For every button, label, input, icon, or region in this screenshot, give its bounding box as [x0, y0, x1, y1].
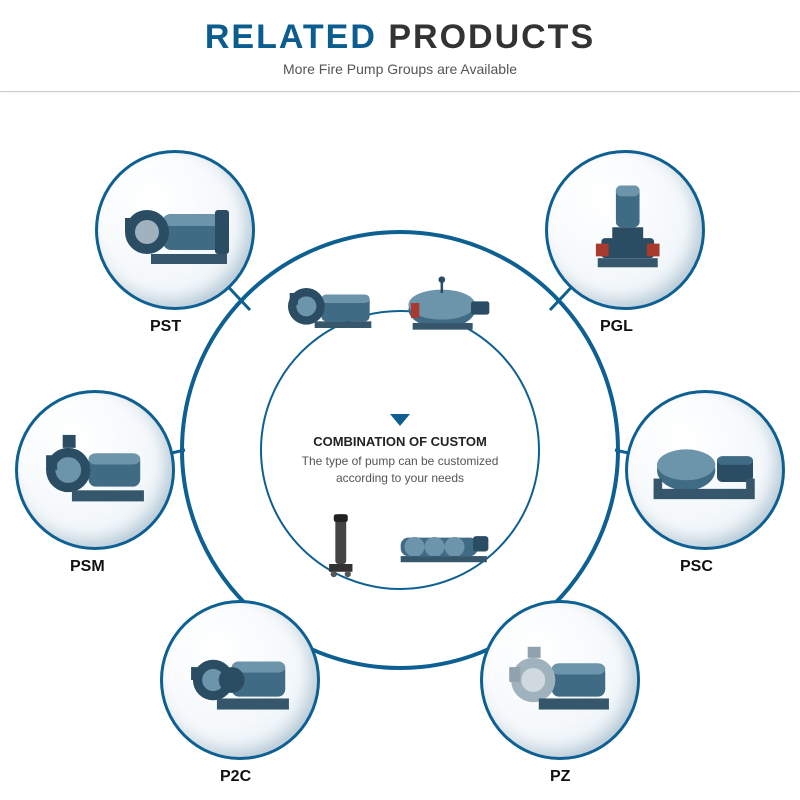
- page-subtitle: More Fire Pump Groups are Available: [0, 61, 800, 77]
- divider: [0, 91, 800, 92]
- radial-diagram: COMBINATION OF CUSTOM The type of pump c…: [0, 100, 800, 800]
- center-pumps-bottom: [305, 508, 493, 578]
- pump-icon: [396, 268, 496, 338]
- product-node-pgl[interactable]: [545, 150, 705, 310]
- pump-icon: [565, 180, 685, 280]
- product-node-psc[interactable]: [625, 390, 785, 550]
- chevron-down-icon: [390, 414, 410, 426]
- title-rest: PRODUCTS: [388, 18, 595, 56]
- product-node-pst[interactable]: [95, 150, 255, 310]
- title-accent: RELATED: [205, 18, 377, 56]
- page-title: RELATED PRODUCTS: [0, 18, 800, 57]
- pump-icon: [500, 630, 620, 730]
- header: RELATED PRODUCTS More Fire Pump Groups a…: [0, 0, 800, 77]
- pump-icon: [645, 420, 765, 520]
- center-text: The type of pump can be customized accor…: [272, 453, 528, 485]
- pump-icon: [305, 508, 375, 578]
- pump-icon: [115, 180, 235, 280]
- product-node-pz[interactable]: [480, 600, 640, 760]
- pump-icon: [35, 420, 155, 520]
- center-pumps-top: [278, 268, 496, 338]
- pump-icon: [278, 268, 378, 338]
- product-node-psm[interactable]: [15, 390, 175, 550]
- pump-icon: [393, 508, 493, 578]
- pump-icon: [180, 630, 300, 730]
- product-node-p2c[interactable]: [160, 600, 320, 760]
- center-title: COMBINATION OF CUSTOM: [313, 434, 487, 449]
